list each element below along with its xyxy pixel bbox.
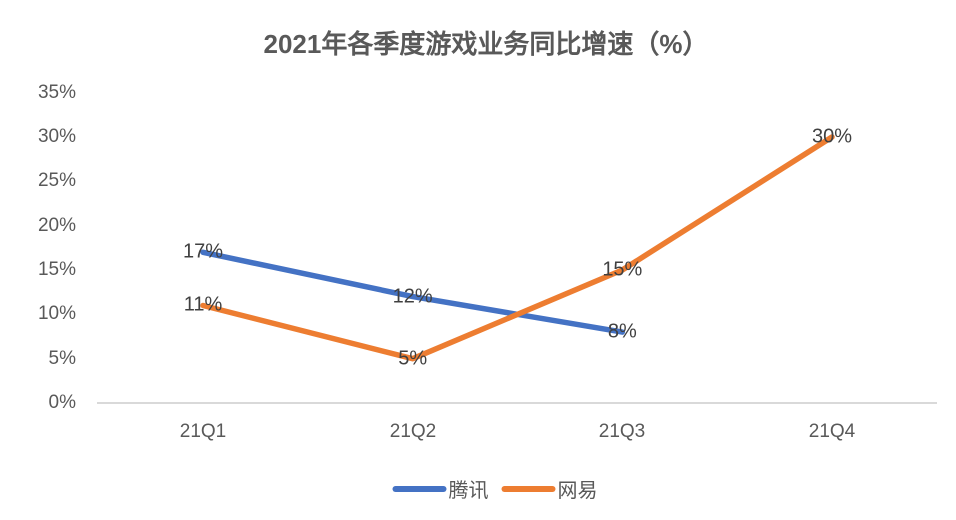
y-axis-tick-label: 0% (48, 392, 76, 413)
chart-title: 2021年各季度游戏业务同比增速（%） (263, 29, 709, 59)
data-label: 17% (182, 240, 224, 263)
y-axis-tick-label: 15% (37, 259, 76, 280)
data-label: 12% (392, 285, 433, 308)
y-axis-tick-label: 5% (48, 348, 76, 369)
data-label: 8% (607, 320, 637, 343)
tencent-line-swatch-icon (392, 485, 447, 492)
x-axis-category-label: 21Q3 (598, 421, 646, 442)
data-label: 15% (602, 258, 643, 281)
legend-label: 腾讯 (448, 480, 489, 502)
y-axis-tick-label: 20% (37, 215, 76, 236)
legend: 腾讯 网易 (392, 474, 598, 503)
x-axis-category-label: 21Q2 (389, 421, 437, 442)
data-label: 5% (398, 347, 428, 370)
data-label: 11% (183, 293, 223, 316)
y-axis-tick-label: 35% (37, 82, 76, 103)
series-line-0 (200, 249, 626, 335)
y-axis-tick-label: 30% (37, 126, 76, 147)
legend-item-netease: 网易 (501, 474, 598, 503)
x-axis-category-label: 21Q1 (179, 421, 227, 442)
series-line-1 (200, 134, 835, 362)
legend-label: 网易 (557, 480, 598, 502)
legend-item-tencent: 腾讯 (392, 474, 489, 503)
data-label: 30% (811, 125, 853, 148)
netease-line-swatch-icon (501, 485, 556, 492)
y-axis-tick-label: 10% (37, 303, 76, 324)
x-axis-category-label: 21Q4 (808, 421, 856, 442)
y-axis-tick-label: 25% (37, 170, 76, 191)
